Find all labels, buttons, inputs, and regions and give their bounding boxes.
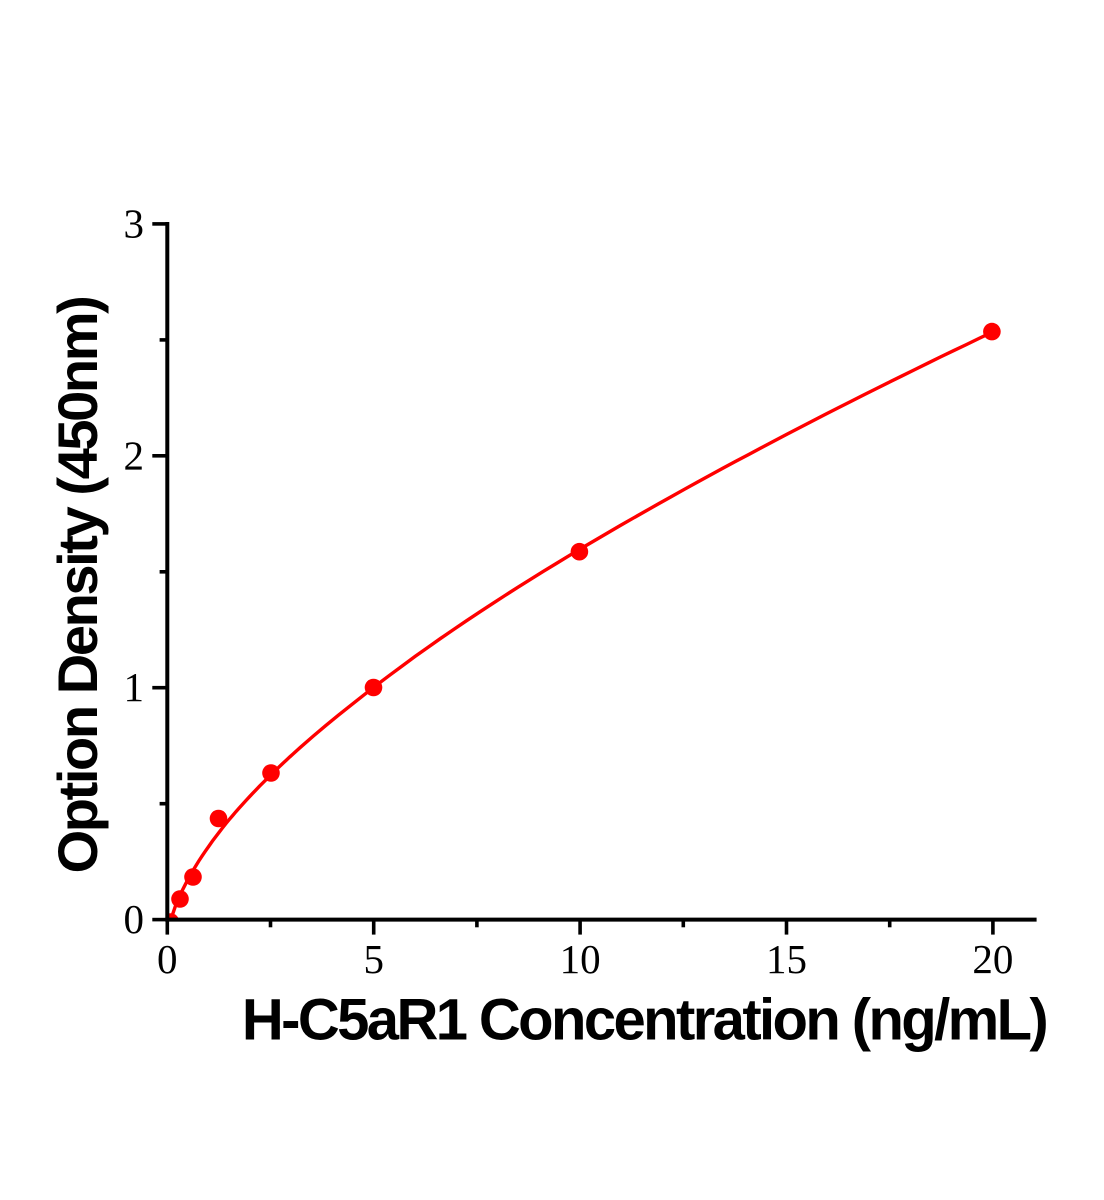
svg-text:5: 5: [363, 936, 384, 982]
svg-text:1: 1: [124, 664, 145, 710]
svg-text:10: 10: [560, 936, 601, 982]
svg-text:15: 15: [766, 936, 807, 982]
svg-text:Option Density (450nm): Option Density (450nm): [46, 298, 109, 874]
svg-text:2: 2: [124, 432, 145, 478]
svg-text:0: 0: [124, 896, 145, 942]
svg-text:3: 3: [124, 200, 145, 246]
svg-text:0: 0: [157, 936, 178, 982]
svg-text:H-C5aR1 Concentration (ng/mL): H-C5aR1 Concentration (ng/mL): [242, 987, 1047, 1052]
svg-text:20: 20: [972, 936, 1013, 982]
